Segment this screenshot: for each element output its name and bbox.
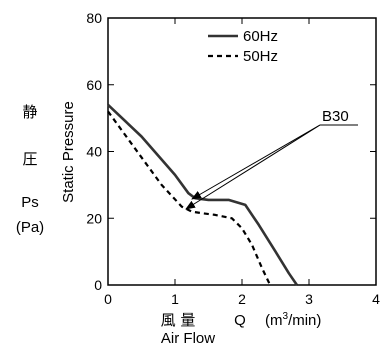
y-axis-label-symbol: Ps [21,194,39,211]
plot-frame [107,17,377,286]
annotation-label: B30 [322,108,349,125]
y-axis-label-jp-1: 静 [22,103,37,121]
y-tick-label: 80 [86,10,102,26]
x-axis-unit-sup: 3 [283,311,289,322]
annotation-arrow-50hz [185,124,321,210]
series-line-60hz [107,103,298,286]
x-tick-label: 2 [238,291,246,307]
annotation-b30: B30 [185,108,358,210]
series-line-50hz [107,110,272,286]
x-tick-label: 0 [104,291,112,307]
x-tick-label: 4 [372,291,380,307]
x-axis-unit-suffix: /min) [288,312,321,329]
x-axis-label-en: Air Flow [161,330,215,347]
annotation-arrow-60hz [191,124,321,200]
y-axis-label-jp-2: 圧 [22,150,37,168]
series-layer [107,103,298,286]
y-axis-label-en: Static Pressure [60,101,77,203]
legend: 60Hz 50Hz [208,28,278,65]
y-tick-label: 20 [86,210,102,226]
y-tick-label: 60 [86,77,102,93]
legend-label-60hz: 60Hz [243,28,278,45]
x-tick-label: 3 [305,291,313,307]
x-axis-label-jp: 風 量 [161,311,196,329]
x-tick-label: 1 [171,291,179,307]
y-tick-label: 0 [94,277,102,293]
x-axis-unit-prefix: (m [265,312,283,329]
x-axis-label-symbol: Q [234,312,246,329]
legend-label-50hz: 50Hz [243,48,278,65]
y-tick-label: 40 [86,144,102,160]
y-axis-label-unit: (Pa) [16,219,44,236]
x-axis-label-unit: (m3/min) [265,311,321,329]
